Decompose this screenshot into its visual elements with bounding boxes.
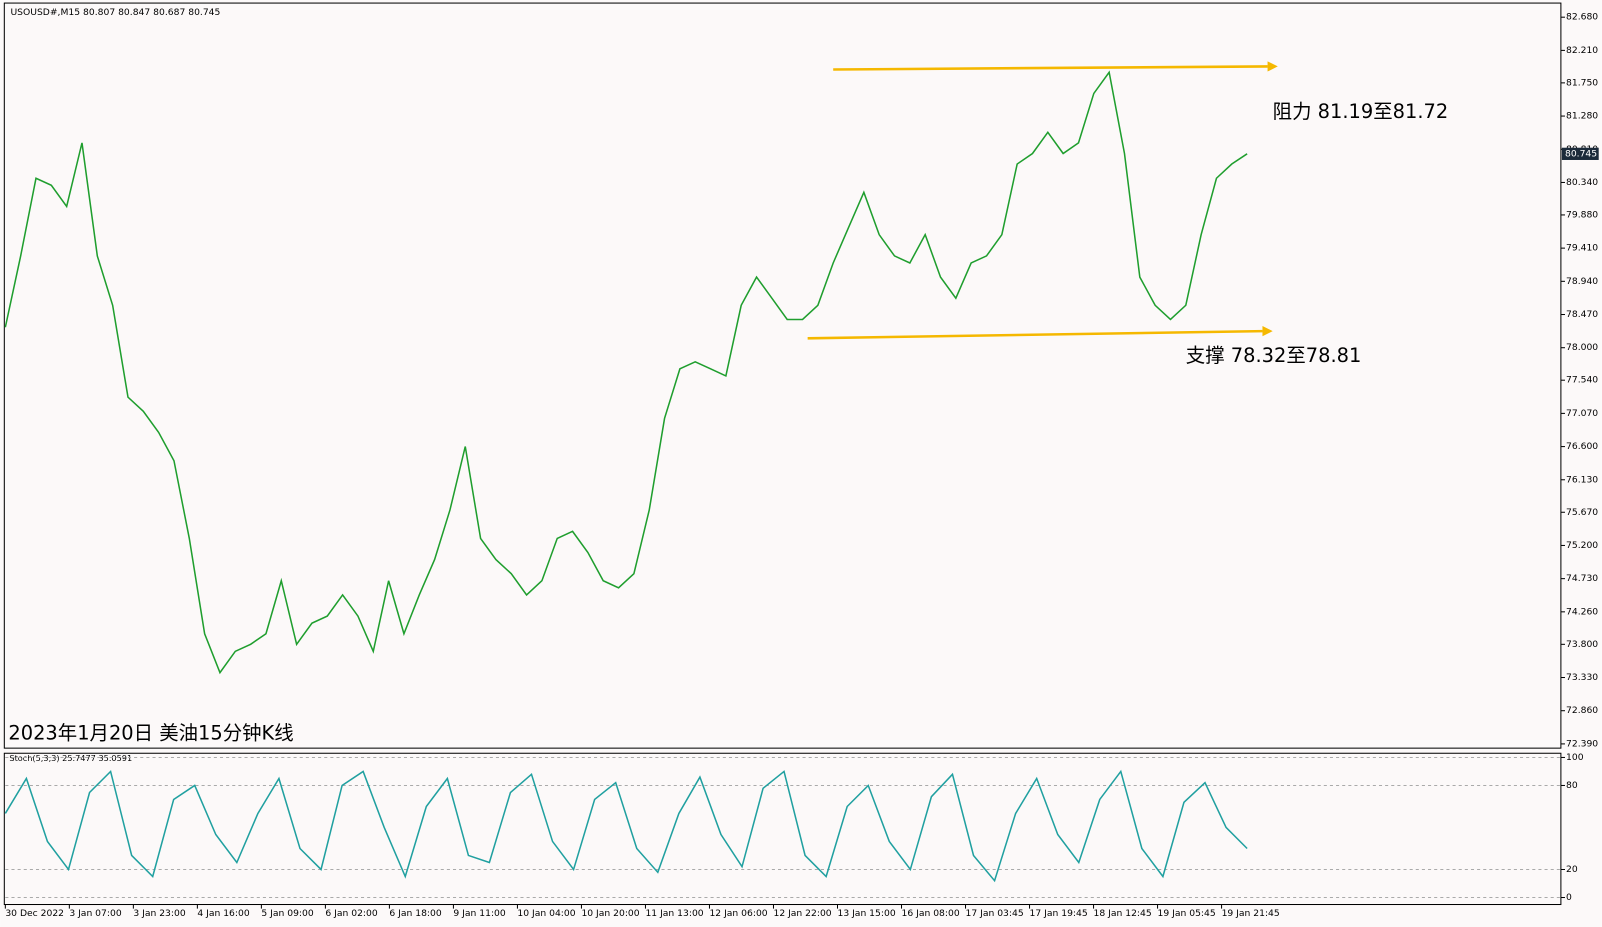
x-tick-label: 19 Jan 21:45 xyxy=(1222,908,1280,919)
x-tick-label: 5 Jan 09:00 xyxy=(261,908,313,919)
y-tick-label: 78.000 xyxy=(1566,342,1598,353)
stoch-panel xyxy=(3,752,1562,906)
chart-title: 2023年1月20日 美油15分钟K线 xyxy=(8,721,293,744)
x-tick-label: 12 Jan 06:00 xyxy=(709,908,767,919)
x-tick-label: 16 Jan 08:00 xyxy=(902,908,960,919)
x-tick-label: 30 Dec 2022 xyxy=(5,908,64,919)
symbol-header: USOUSD#,M15 80.807 80.847 80.687 80.745 xyxy=(10,7,220,18)
stoch-title: Stoch(5,3,3) 25.7477 35.0591 xyxy=(9,753,132,763)
y-tick-label: 75.670 xyxy=(1566,507,1598,518)
y-tick-label: 75.200 xyxy=(1566,540,1598,551)
y-tick-label: 77.540 xyxy=(1566,375,1598,386)
y-tick-label: 72.390 xyxy=(1566,738,1598,749)
y-tick-label: 79.410 xyxy=(1566,243,1598,254)
y-tick-label: 100 xyxy=(1566,752,1584,763)
support-label: 支撑 78.32至78.81 xyxy=(1186,344,1362,367)
y-tick-label: 76.130 xyxy=(1566,474,1598,485)
x-tick-label: 17 Jan 19:45 xyxy=(1030,908,1088,919)
y-tick-label: 0 xyxy=(1566,892,1572,903)
x-tick-label: 9 Jan 11:00 xyxy=(453,908,505,919)
x-tick-label: 3 Jan 07:00 xyxy=(69,908,121,919)
y-tick-label: 79.880 xyxy=(1566,209,1598,220)
resistance-line xyxy=(833,65,1268,71)
x-tick-label: 12 Jan 22:00 xyxy=(773,908,831,919)
y-tick-label: 76.600 xyxy=(1566,441,1598,452)
y-tick-label: 81.280 xyxy=(1566,111,1598,122)
x-tick-label: 18 Jan 12:45 xyxy=(1094,908,1152,919)
x-tick-label: 4 Jan 16:00 xyxy=(197,908,249,919)
x-tick-label: 17 Jan 03:45 xyxy=(966,908,1024,919)
y-tick-label: 73.330 xyxy=(1566,672,1598,683)
x-tick-label: 13 Jan 15:00 xyxy=(837,908,895,919)
y-tick-label: 78.470 xyxy=(1566,309,1598,320)
y-tick-label: 20 xyxy=(1566,864,1578,875)
series-line xyxy=(4,769,1248,883)
y-tick-label: 80 xyxy=(1566,780,1578,791)
arrow-head xyxy=(1262,326,1273,337)
x-tick-label: 10 Jan 20:00 xyxy=(581,908,639,919)
y-tick-label: 81.750 xyxy=(1566,77,1598,88)
y-tick-label: 80.340 xyxy=(1566,177,1598,188)
price-panel xyxy=(3,2,1562,749)
y-tick-label: 73.800 xyxy=(1566,639,1598,650)
x-tick-label: 6 Jan 02:00 xyxy=(325,908,377,919)
y-tick-label: 74.260 xyxy=(1566,606,1598,617)
y-tick-label: 74.730 xyxy=(1566,573,1598,584)
current-price-label: 80.745 xyxy=(1565,148,1597,159)
x-tick-label: 19 Jan 05:45 xyxy=(1158,908,1216,919)
y-tick-label: 77.070 xyxy=(1566,408,1598,419)
y-tick-label: 82.210 xyxy=(1566,45,1598,56)
support-line xyxy=(807,329,1263,340)
x-tick-label: 6 Jan 18:00 xyxy=(389,908,441,919)
y-tick-label: 72.860 xyxy=(1566,705,1598,716)
y-tick-label: 82.680 xyxy=(1566,12,1598,23)
arrow-head xyxy=(1267,61,1278,72)
x-tick-label: 3 Jan 23:00 xyxy=(133,908,185,919)
current-price-box xyxy=(1561,147,1599,160)
y-tick-label: 78.940 xyxy=(1566,276,1598,287)
x-tick-label: 10 Jan 04:00 xyxy=(517,908,575,919)
x-tick-label: 11 Jan 13:00 xyxy=(645,908,703,919)
resistance-label: 阻力 81.19至81.72 xyxy=(1273,100,1449,123)
series-line xyxy=(4,70,1248,675)
